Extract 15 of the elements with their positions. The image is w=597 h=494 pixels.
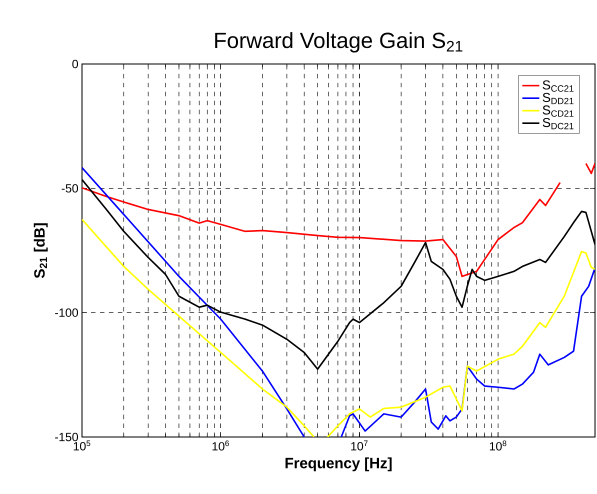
legend-label: S$_{CD21}$ (542, 105, 574, 117)
x-tick-label: 10$^{7}$ (351, 440, 368, 450)
legend-label: S$_{DC21}$ (542, 118, 574, 130)
x-tick-label: 10$^{6}$ (212, 440, 229, 451)
chart-title: Forward Voltage Gain S$_{21}$ (215, 32, 462, 53)
y-tick-label: -50 (62, 184, 78, 193)
legend-label: S$_{CC21}$ (542, 80, 574, 92)
y-axis-title: S$_{21}$ [dB] (34, 223, 48, 278)
x-tick-label: 10$^{5}$ (74, 440, 90, 450)
y-tick-label: 0 (72, 60, 78, 68)
legend-label: S$_{DD21}$ (542, 92, 574, 104)
y-tick-label: -100 (55, 308, 78, 317)
y-tick-label: -150 (55, 432, 78, 442)
x-axis-title: Frequency [Hz] (286, 457, 392, 472)
x-tick-label: 10$^{8}$ (490, 440, 506, 451)
